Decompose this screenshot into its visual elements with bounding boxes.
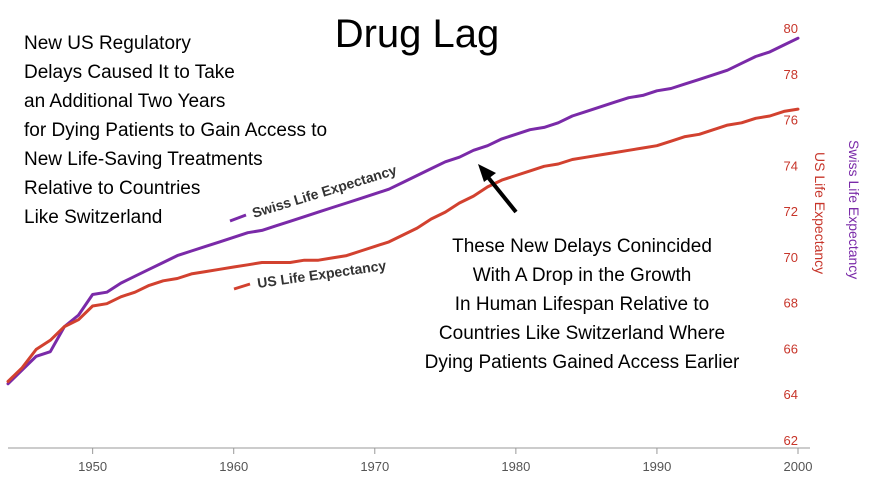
x-tick-label: 1970 — [360, 459, 389, 474]
x-tick-label: 2000 — [784, 459, 813, 474]
right-annotation-line: With A Drop in the Growth — [473, 265, 692, 286]
y-axis: 62 64 66 68 70 72 74 76 78 80 — [784, 21, 798, 448]
plot-lines — [6, 36, 800, 386]
swiss-series-line — [6, 36, 800, 386]
us-label-swatch — [233, 282, 251, 291]
left-annotation-line: Delays Caused It to Take — [24, 62, 235, 83]
right-annotation-line: These New Delays Conincided — [452, 236, 712, 257]
x-axis: 1950 1960 1970 1980 1990 2000 — [78, 448, 812, 474]
y-tick-label: 62 — [784, 433, 798, 448]
y-tick-label: 80 — [784, 21, 798, 36]
left-annotation-line: for Dying Patients to Gain Access to — [24, 120, 327, 141]
us-series-line — [6, 107, 800, 383]
y-tick-label: 70 — [784, 250, 798, 265]
right-annotation-line: Dying Patients Gained Access Earlier — [425, 352, 740, 373]
x-tick-label: 1960 — [219, 459, 248, 474]
swiss-label-swatch — [229, 213, 247, 223]
y-tick-label: 76 — [784, 113, 798, 128]
left-annotation: New US Regulatory Delays Caused It to Tak… — [24, 33, 327, 228]
annotation-arrow — [485, 174, 518, 214]
right-annotation: These New Delays Conincided With A Drop i… — [425, 236, 740, 373]
left-annotation-line: Relative to Countries — [24, 178, 200, 199]
arrow-head-icon — [478, 164, 496, 182]
left-annotation-line: Like Switzerland — [24, 207, 162, 228]
y-tick-label: 72 — [784, 204, 798, 219]
x-tick-label: 1950 — [78, 459, 107, 474]
swiss-axis-title: Swiss Life Expectancy — [846, 140, 862, 279]
x-tick-label: 1990 — [642, 459, 671, 474]
y-tick-label: 74 — [784, 158, 798, 173]
swiss-series-label: Swiss Life Expectancy — [250, 162, 398, 221]
y-tick-label: 78 — [784, 67, 798, 82]
left-annotation-line: New US Regulatory — [24, 33, 191, 54]
left-annotation-line: an Additional Two Years — [24, 91, 225, 112]
y-tick-label: 68 — [784, 296, 798, 311]
y-tick-label: 64 — [784, 387, 798, 402]
x-tick-label: 1980 — [501, 459, 530, 474]
right-annotation-line: In Human Lifespan Relative to — [455, 294, 710, 315]
right-annotation-line: Countries Like Switzerland Where — [439, 323, 725, 344]
chart-title: Drug Lag — [335, 12, 500, 56]
y-tick-label: 66 — [784, 341, 798, 356]
left-annotation-line: New Life-Saving Treatments — [24, 149, 263, 170]
us-axis-title: US Life Expectancy — [812, 152, 828, 274]
